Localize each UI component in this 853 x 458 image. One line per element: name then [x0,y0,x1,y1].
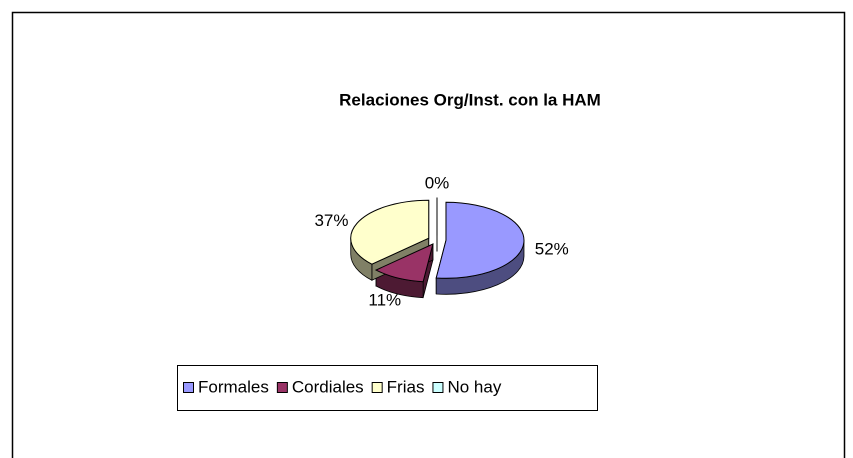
slice [350,199,430,265]
data-label: 52% [535,239,569,258]
legend-label: No hay [447,377,501,396]
slice [435,201,525,279]
chart-title: Relaciones Org/Inst. con la HAM [339,90,601,109]
data-label: 37% [314,211,348,230]
legend-box [177,365,598,411]
data-label: 11% [368,291,401,310]
legend-label: Formales [198,377,269,396]
legend-swatch [432,382,444,393]
legend-label: Cordiales [292,377,364,396]
legend-swatch [371,382,383,393]
legend-swatch [183,382,194,393]
legend-label: Frias [387,377,425,396]
slice [374,243,434,283]
data-label: 0% [425,173,450,192]
legend-swatch [276,382,288,393]
